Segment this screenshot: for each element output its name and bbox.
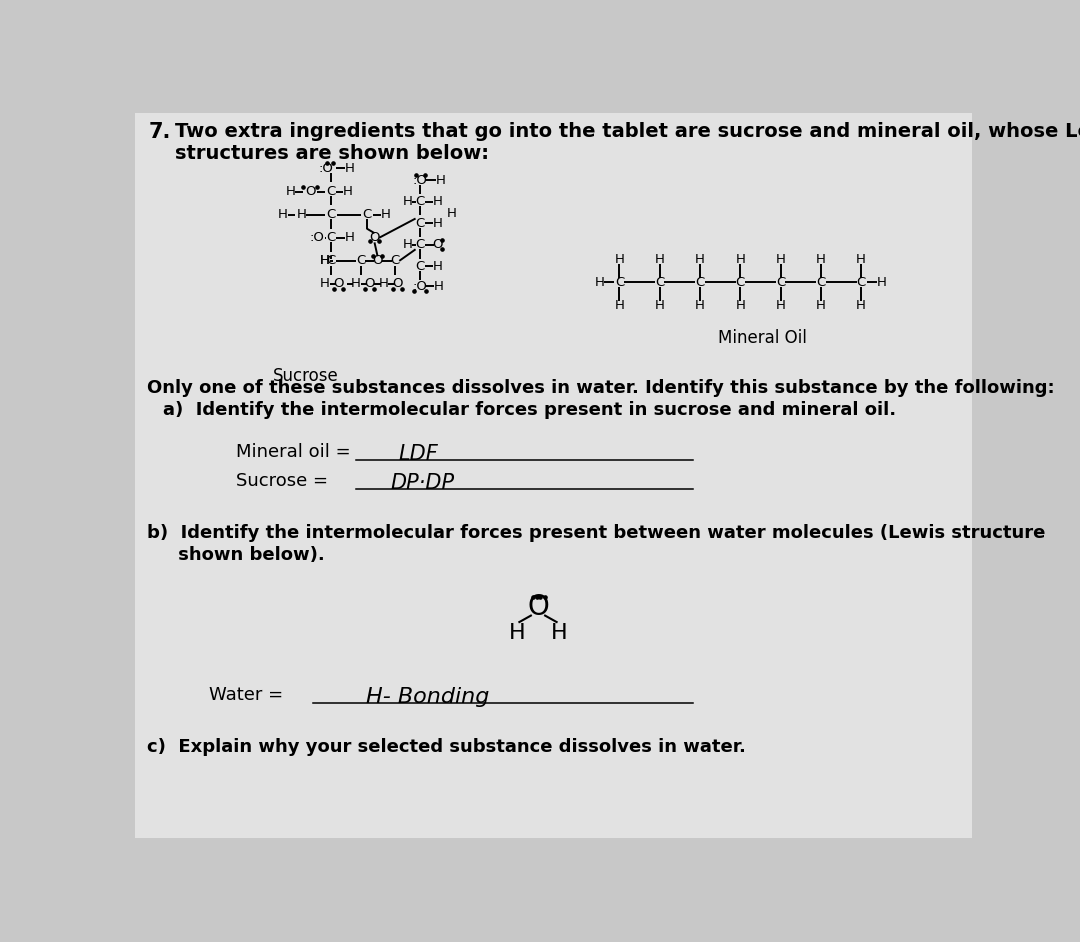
Text: H: H [432,217,442,230]
Text: H: H [297,208,307,221]
Text: C: C [416,217,424,230]
Text: C: C [696,276,704,289]
Text: C: C [416,195,424,208]
Text: O: O [334,278,345,290]
Text: O: O [373,254,382,268]
Text: H: H [654,299,664,312]
Text: a)  Identify the intermolecular forces present in sucrose and mineral oil.: a) Identify the intermolecular forces pr… [163,401,896,419]
Text: structures are shown below:: structures are shown below: [175,144,489,163]
Text: O: O [432,238,443,252]
Text: O: O [306,185,316,198]
Text: H: H [551,624,567,643]
Text: H- Bonding: H- Bonding [366,688,489,707]
Text: H: H [615,299,624,312]
Text: C: C [416,238,424,252]
Text: H: H [815,252,826,266]
Text: :O: :O [319,162,334,175]
Text: LDF: LDF [399,444,438,464]
Text: H: H [343,185,353,198]
Text: H: H [696,299,705,312]
Text: Sucrose: Sucrose [272,367,338,385]
Text: H: H [403,195,413,208]
Text: H: H [696,252,705,266]
Text: H: H [432,260,442,273]
Text: Only one of these substances dissolves in water. Identify this substance by the : Only one of these substances dissolves i… [147,380,1055,398]
Text: C: C [416,260,424,273]
Text: C: C [615,276,624,289]
Text: c)  Explain why your selected substance dissolves in water.: c) Explain why your selected substance d… [147,739,746,756]
Text: Sucrose =: Sucrose = [235,472,327,490]
Text: Mineral Oil: Mineral Oil [718,329,807,347]
Text: H: H [446,207,456,220]
Text: H: H [379,278,389,290]
Text: :O: :O [310,232,325,244]
Text: O: O [392,278,403,290]
Text: C: C [326,208,336,221]
Text: H: H [278,208,288,221]
Text: H: H [735,299,745,312]
Text: H: H [432,195,442,208]
Text: H: H [403,238,413,252]
Text: H: H [876,276,887,289]
Text: O: O [365,278,375,290]
Text: b)  Identify the intermolecular forces present between water molecules (Lewis st: b) Identify the intermolecular forces pr… [147,524,1045,543]
Text: shown below).: shown below). [147,545,325,563]
Text: H: H [654,252,664,266]
Text: H: H [320,254,329,268]
Text: DP·DP: DP·DP [391,474,455,494]
Text: Water =: Water = [208,686,283,704]
Text: H: H [509,624,525,643]
Text: C: C [326,254,336,268]
Text: H: H [320,254,329,268]
Text: :O: :O [413,280,428,293]
Text: H: H [735,252,745,266]
Text: C: C [390,254,400,268]
Text: Two extra ingredients that go into the tablet are sucrose and mineral oil, whose: Two extra ingredients that go into the t… [175,122,1080,141]
Text: H: H [775,252,785,266]
Text: H: H [435,173,445,187]
Text: H: H [380,208,390,221]
Text: H: H [286,185,296,198]
Text: H: H [615,252,624,266]
Text: H: H [815,299,826,312]
Text: C: C [356,254,365,268]
Text: H: H [856,252,866,266]
Text: H: H [434,280,444,293]
Text: H: H [345,232,354,244]
Text: H: H [351,278,361,290]
Text: H: H [320,278,329,290]
Text: C: C [856,276,866,289]
Text: 7.: 7. [149,122,172,142]
Text: C: C [735,276,745,289]
Text: H: H [856,299,866,312]
Text: C: C [326,232,336,244]
Text: C: C [362,208,372,221]
Text: Mineral oil =: Mineral oil = [235,443,350,461]
Text: C: C [775,276,785,289]
Text: H: H [345,162,354,175]
Text: C: C [326,185,336,198]
Text: H: H [594,276,604,289]
Text: C: C [656,276,664,289]
Text: H: H [775,299,785,312]
Text: :O: :O [413,173,428,187]
Text: O: O [527,593,549,622]
Text: C: C [816,276,825,289]
Text: O: O [369,232,380,244]
